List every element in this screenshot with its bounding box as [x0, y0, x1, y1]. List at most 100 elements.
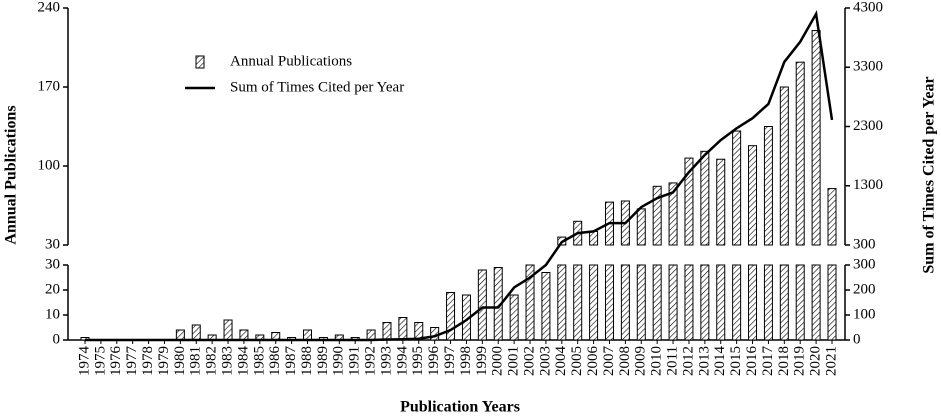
bar: [366, 329, 376, 341]
bar: [716, 264, 726, 341]
x-tick-label: 1996: [426, 346, 442, 377]
x-tick-label: 2000: [490, 346, 506, 376]
x-tick-label: 2010: [649, 346, 665, 376]
x-tick-label: 2008: [617, 346, 633, 376]
y-tick-label: 3300: [853, 59, 883, 75]
x-tick-label: 2007: [601, 346, 617, 377]
x-tick-label: 1999: [474, 346, 490, 376]
bar: [175, 329, 185, 341]
bar: [223, 319, 233, 341]
bar: [732, 130, 742, 246]
y-tick-label: 300: [853, 256, 876, 272]
x-tick-label: 1976: [108, 346, 124, 377]
bar: [732, 264, 742, 341]
x-tick-label: 1994: [394, 346, 410, 377]
y-tick-label: 0: [853, 331, 861, 347]
bar: [446, 292, 456, 341]
x-tick-label: 2004: [553, 346, 569, 377]
y-tick-label: 300: [853, 236, 876, 252]
x-tick-label: 1974: [76, 346, 92, 377]
x-tick-label: 1977: [124, 346, 140, 377]
x-tick-label: 1980: [172, 346, 188, 376]
bar: [779, 264, 789, 341]
bar: [589, 264, 599, 341]
x-tick-label: 2013: [696, 346, 712, 376]
x-tick-label: 1984: [235, 346, 251, 377]
bar: [589, 230, 599, 246]
x-axis-title: Publication Years: [400, 399, 520, 416]
bar: [191, 324, 201, 341]
y-tick-label: 200: [853, 281, 876, 297]
y-axis-title: Annual Publications: [3, 105, 20, 244]
y-tick-label: 10: [45, 306, 60, 322]
bar: [668, 264, 678, 341]
bar: [827, 264, 837, 341]
bar: [811, 264, 821, 341]
bar: [795, 61, 805, 246]
bar: [620, 264, 630, 341]
x-tick-label: 2001: [506, 346, 522, 376]
bar: [763, 126, 773, 246]
x-tick-label: 2015: [728, 346, 744, 376]
bar: [652, 264, 662, 341]
x-tick-label: 2016: [744, 346, 760, 377]
y-tick-label: 0: [53, 331, 61, 347]
x-tick-label: 2005: [569, 346, 585, 376]
bar: [382, 322, 392, 341]
x-tick-label: 2002: [521, 346, 537, 376]
y-tick-label: 2300: [853, 118, 883, 134]
bar: [827, 188, 837, 246]
x-tick-label: 1981: [188, 346, 204, 376]
bar: [652, 185, 662, 246]
y-tick-label: 4300: [853, 0, 883, 15]
bar: [430, 327, 440, 341]
x-tick-label: 2014: [712, 346, 728, 377]
bar: [604, 264, 614, 341]
x-tick-label: 1978: [140, 346, 156, 376]
x-tick-label: 2009: [633, 346, 649, 376]
bar: [795, 264, 805, 341]
bar: [541, 272, 551, 341]
x-tick-label: 1985: [251, 346, 267, 376]
x-tick-label: 1987: [283, 346, 299, 377]
x-tick-label: 2020: [808, 346, 824, 376]
x-tick-label: 1979: [156, 346, 172, 376]
bar: [684, 157, 694, 246]
legend-label: Annual Publications: [230, 53, 352, 69]
bar: [636, 208, 646, 246]
x-tick-label: 1989: [315, 346, 331, 376]
x-tick-label: 2011: [665, 346, 681, 375]
y2-axis-title: Sum of Times Cited per Year: [921, 76, 938, 273]
bar: [748, 145, 758, 246]
bar: [700, 264, 710, 341]
x-tick-label: 1990: [331, 346, 347, 376]
x-tick-label: 2018: [776, 346, 792, 376]
y-tick-label: 1300: [853, 177, 883, 193]
bar: [811, 30, 821, 246]
y-tick-label: 100: [38, 157, 61, 173]
bar: [398, 317, 408, 341]
bar: [573, 264, 583, 341]
x-tick-label: 1986: [267, 346, 283, 377]
bar: [303, 329, 313, 341]
legend-swatch: [195, 55, 205, 69]
x-tick-label: 2006: [585, 346, 601, 377]
x-tick-label: 1975: [92, 346, 108, 376]
x-tick-label: 2017: [760, 346, 776, 377]
legend: Annual Publications Sum of Times Cited p…: [185, 53, 404, 95]
x-tick-label: 1993: [378, 346, 394, 376]
y-tick-label: 30: [45, 256, 60, 272]
bar: [509, 294, 519, 341]
bar: [239, 329, 249, 341]
line: [85, 10, 834, 342]
bar: [684, 264, 694, 341]
bar: [763, 264, 773, 341]
x-tick-label: 2019: [792, 346, 808, 376]
x-tick-label: 1991: [347, 346, 363, 376]
bar: [557, 264, 567, 341]
bar: [700, 150, 710, 246]
x-tick-label: 1997: [442, 346, 458, 377]
x-tick-label: 2003: [537, 346, 553, 376]
x-tick-label: 1992: [363, 346, 379, 376]
